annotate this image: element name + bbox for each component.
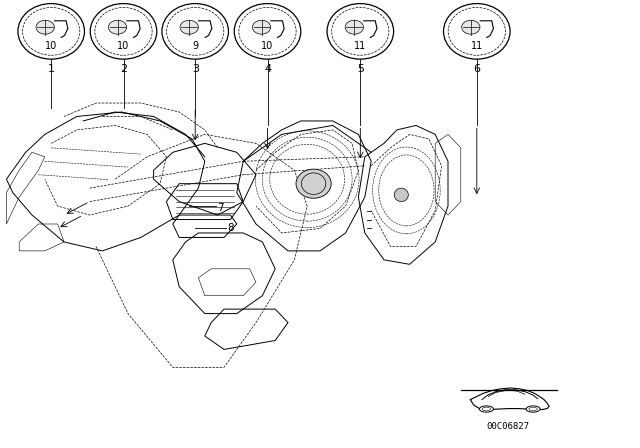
Text: 10: 10 <box>261 41 274 51</box>
Ellipse shape <box>526 406 540 412</box>
Text: 2: 2 <box>120 65 127 74</box>
Ellipse shape <box>108 20 127 34</box>
Text: 10: 10 <box>117 41 130 51</box>
Ellipse shape <box>461 20 480 34</box>
Ellipse shape <box>180 20 198 34</box>
Ellipse shape <box>327 4 394 59</box>
Text: 5: 5 <box>357 65 364 74</box>
Ellipse shape <box>479 406 493 412</box>
Text: 10: 10 <box>45 41 58 51</box>
Text: 1: 1 <box>48 65 54 74</box>
Text: 11: 11 <box>354 41 367 51</box>
Ellipse shape <box>162 4 228 59</box>
Text: 6: 6 <box>474 65 480 74</box>
Text: 00C06827: 00C06827 <box>486 422 530 431</box>
Text: 11: 11 <box>470 41 483 51</box>
Text: 3: 3 <box>192 65 198 74</box>
Ellipse shape <box>444 4 510 59</box>
Ellipse shape <box>36 20 54 34</box>
Text: 7: 7 <box>218 203 224 213</box>
Ellipse shape <box>345 20 364 34</box>
Ellipse shape <box>394 188 408 202</box>
Text: 9: 9 <box>192 41 198 51</box>
Text: 4: 4 <box>264 65 271 74</box>
Ellipse shape <box>296 169 332 198</box>
Ellipse shape <box>18 4 84 59</box>
Ellipse shape <box>90 4 157 59</box>
Ellipse shape <box>234 4 301 59</box>
Ellipse shape <box>252 20 271 34</box>
Text: 8: 8 <box>227 224 234 233</box>
